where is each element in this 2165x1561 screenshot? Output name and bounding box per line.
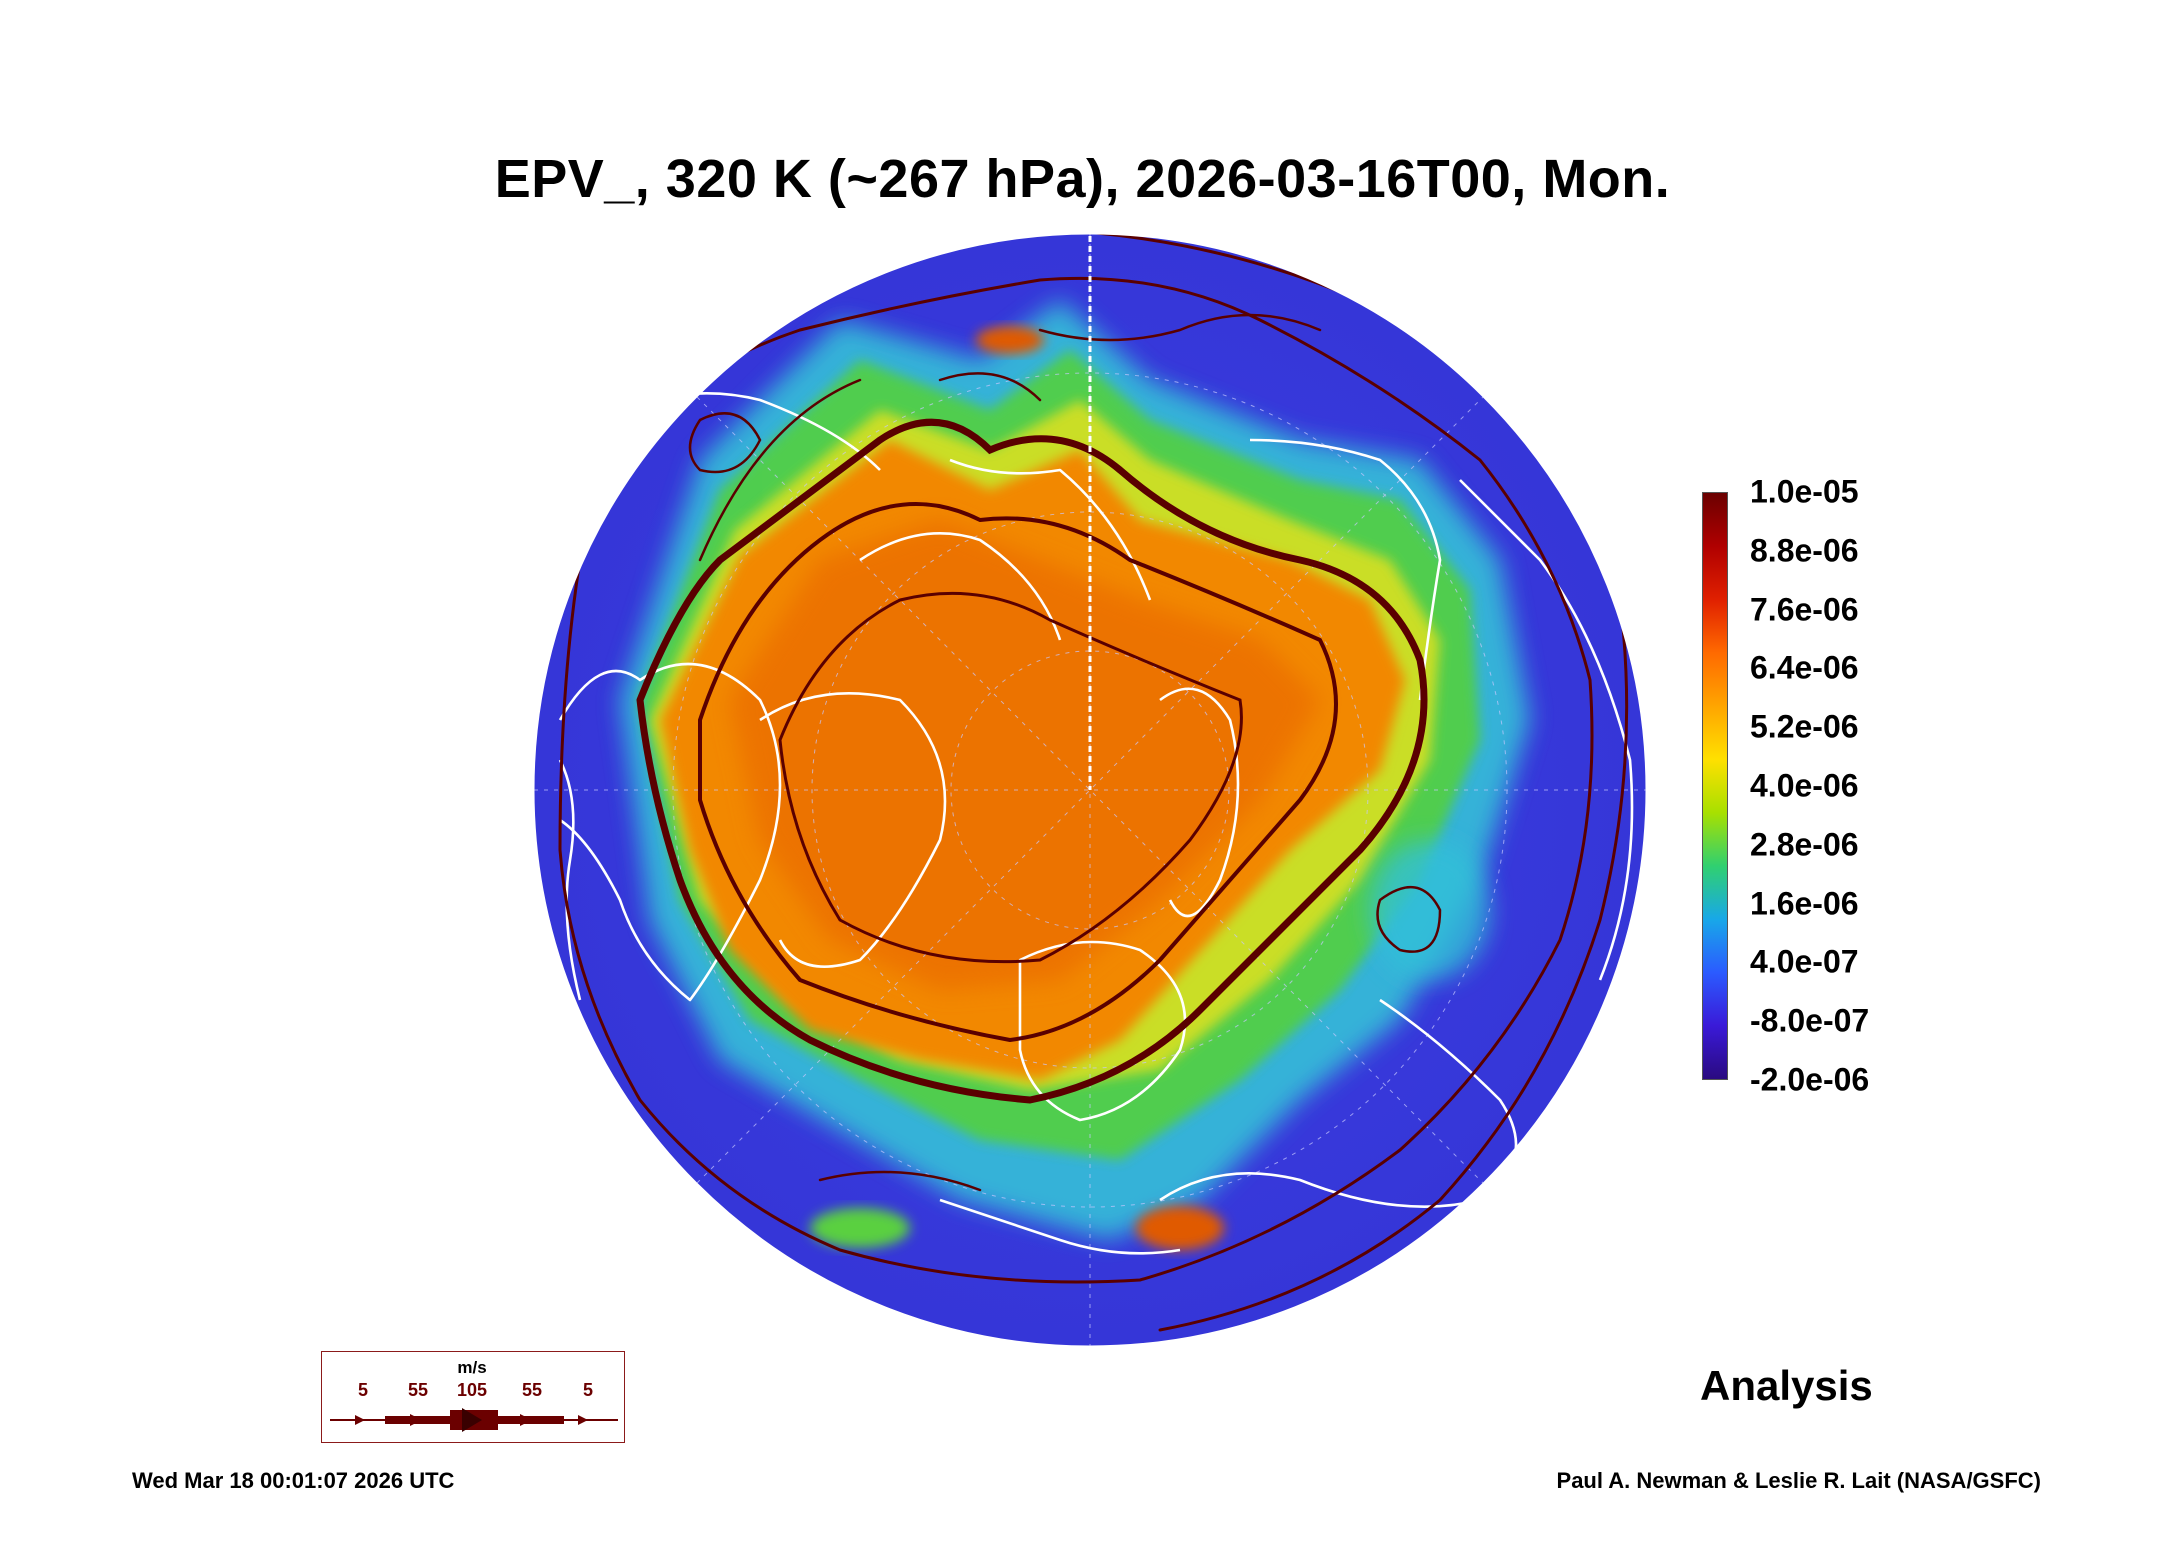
wind-key-label: 105 bbox=[456, 1380, 488, 1400]
epv-blob-4 bbox=[1370, 840, 1490, 980]
generation-timestamp: Wed Mar 18 00:01:07 2026 UTC bbox=[132, 1468, 455, 1493]
wind-key-label: 55 bbox=[521, 1380, 543, 1400]
wind-key-unit: m/s bbox=[457, 1358, 487, 1377]
analysis-label: Analysis bbox=[1700, 1362, 1873, 1409]
epv-blob-1 bbox=[976, 326, 1044, 354]
coastlines bbox=[558, 392, 1634, 1255]
colorbar-tick-label: 7.6e-06 bbox=[1750, 591, 1859, 628]
colorbar-tick-label: 2.8e-06 bbox=[1750, 826, 1859, 863]
wind-key-label: 55 bbox=[407, 1380, 429, 1400]
colorbar-tick-label: -2.0e-06 bbox=[1750, 1061, 1870, 1098]
streamlines bbox=[534, 234, 1629, 1332]
epv-field bbox=[534, 234, 1646, 1346]
colorbar-tick-label: 1.6e-06 bbox=[1750, 885, 1859, 922]
epv-blob-3 bbox=[810, 1208, 910, 1248]
colorbar-tick-label: 6.4e-06 bbox=[1750, 649, 1859, 686]
credits: Paul A. Newman & Leslie R. Lait (NASA/GS… bbox=[1556, 1468, 2041, 1493]
epv-blob-2 bbox=[1136, 1206, 1224, 1250]
map-boundary bbox=[533, 233, 1647, 1347]
colorbar bbox=[1702, 492, 1728, 1080]
wind-key-label: 5 bbox=[357, 1380, 369, 1400]
map-title: EPV_, 320 K (~267 hPa), 2026-03-16T00, M… bbox=[494, 149, 1671, 209]
colorbar-tick-label: 4.0e-06 bbox=[1750, 767, 1859, 804]
graticule bbox=[534, 234, 1646, 1346]
wind-key-label: 5 bbox=[582, 1380, 594, 1400]
wind-speed-key: m/s 5 55 105 55 5 bbox=[321, 1351, 625, 1443]
wind-key-arrow bbox=[330, 1408, 618, 1432]
colorbar-tick-label: 4.0e-07 bbox=[1750, 943, 1859, 980]
colorbar-tick-label: 1.0e-05 bbox=[1750, 473, 1859, 510]
colorbar-tick-label: 8.8e-06 bbox=[1750, 532, 1859, 569]
colorbar-tick-label: 5.2e-06 bbox=[1750, 708, 1859, 745]
colorbar-tick-label: -8.0e-07 bbox=[1750, 1002, 1870, 1039]
